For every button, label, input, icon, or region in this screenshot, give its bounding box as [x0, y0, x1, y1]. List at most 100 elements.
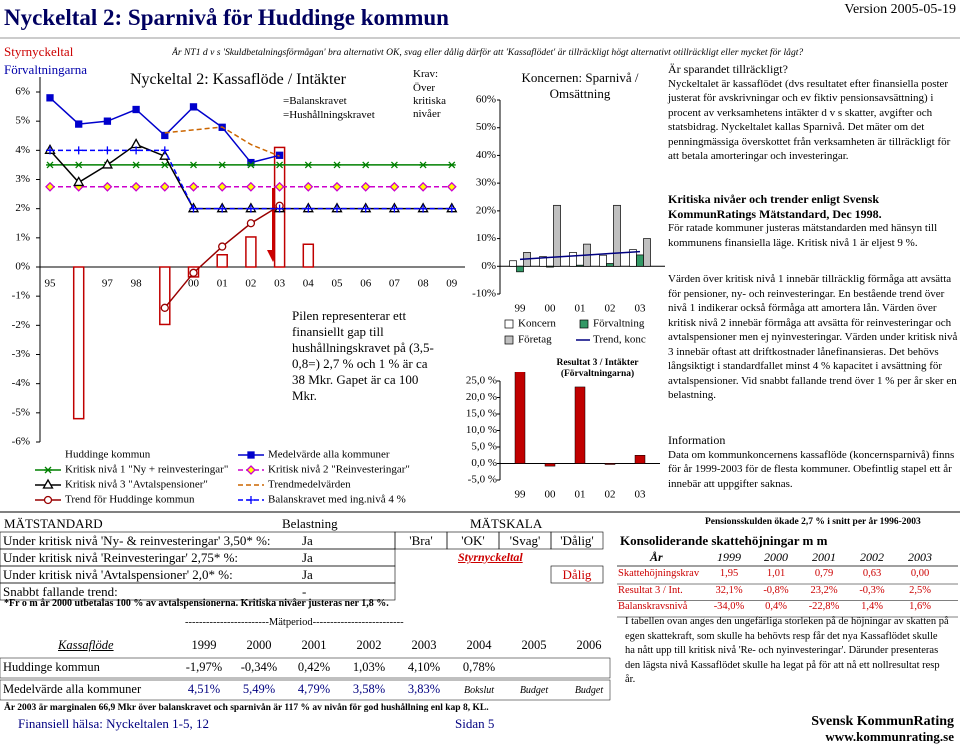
y-tick-label: 1% — [15, 231, 30, 243]
footer-org: Svensk KommunRating — [811, 714, 954, 729]
legend-swatch — [504, 319, 514, 329]
bar — [509, 260, 517, 267]
version: Version 2005-05-19 — [844, 2, 956, 17]
table-cell: -1,97% — [185, 660, 223, 674]
bar — [574, 386, 586, 464]
marker — [44, 466, 52, 474]
table-cell: Snabbt fallande trend: — [3, 584, 118, 599]
table-header: 2005 — [521, 638, 547, 652]
bar — [604, 463, 616, 465]
legend-label: Förvaltning — [593, 318, 645, 330]
legend-label: Medelvärde alla kommuner — [268, 449, 390, 461]
marker — [218, 242, 227, 251]
table-cell: 0,78% — [462, 660, 496, 674]
y-tick-label: -3% — [12, 348, 30, 360]
marker — [103, 146, 112, 155]
table-header: 2002 — [356, 638, 382, 652]
table-cell: Ja — [302, 567, 313, 582]
group-label: Förvaltningarna — [4, 62, 88, 77]
scale-result-cell — [550, 565, 604, 584]
marker — [46, 146, 54, 155]
table-cell: Budget — [574, 685, 604, 696]
info-heading: Information — [668, 433, 726, 447]
scale-cell — [550, 531, 604, 550]
bar — [72, 266, 85, 420]
marker — [418, 181, 429, 192]
info-block: Information Data om kommunkoncernens kass… — [668, 433, 958, 491]
x-tick-label: 08 — [418, 278, 430, 290]
table-header: Kassaflöde — [58, 638, 114, 652]
x-tick-label: 09 — [446, 278, 458, 290]
table-cell: Ja — [302, 533, 313, 548]
scale-title: MÄTSKALA — [470, 516, 543, 531]
table-cell: -0,34% — [240, 660, 278, 674]
marker — [275, 204, 284, 213]
series-line — [164, 126, 280, 157]
bar — [553, 204, 561, 267]
marker — [275, 161, 284, 169]
table-header: 2003 — [908, 550, 932, 564]
marker — [246, 465, 256, 475]
scale-level: 'Dålig' — [560, 533, 594, 548]
x-tick-label: 95 — [45, 278, 57, 290]
table-header: 2002 — [860, 550, 884, 564]
y-tick-label: 5,0 % — [471, 441, 497, 453]
table-cell: 2,5% — [909, 584, 931, 596]
info-text: Data om kommunkoncernens kassaflöde (kon… — [668, 448, 955, 490]
table-cell: Under kritisk nivå 'Avtalspensioner' 2,0… — [3, 567, 233, 582]
table-row — [0, 582, 396, 601]
scale-result: Dålig — [562, 567, 592, 582]
table-column: Belastning — [282, 516, 338, 531]
y-tick-label: -10% — [472, 288, 496, 300]
x-tick-label: 99 — [515, 303, 527, 315]
y-tick-label: 10% — [476, 232, 496, 244]
table-cell: 0,79 — [814, 568, 834, 579]
bar — [606, 263, 614, 267]
bar — [514, 372, 526, 464]
table-note: *Fr o m år 2000 utbetalas 100 % av avtal… — [4, 598, 389, 609]
marker — [189, 161, 198, 169]
krav-text: Över kritiska nivåer — [413, 82, 446, 120]
marker — [189, 268, 198, 277]
footer-center: Sidan 5 — [455, 716, 495, 731]
marker — [275, 151, 284, 159]
x-tick-label: 02 — [605, 489, 616, 501]
marker — [160, 161, 169, 169]
x-tick-label: 01 — [575, 303, 586, 315]
legend-swatch — [579, 319, 589, 329]
hushallning-label: =Hushållningskravet — [283, 109, 375, 121]
table-cell: 32,1% — [715, 584, 743, 596]
marker — [361, 204, 370, 213]
marker — [102, 181, 113, 192]
y-tick-label: 30% — [476, 177, 496, 189]
marker — [103, 117, 112, 125]
marker — [360, 181, 371, 192]
marker — [245, 181, 256, 192]
table-header: 1999 — [191, 638, 217, 652]
footer-url: www.kommunrating.se — [825, 729, 954, 744]
footer-left: Finansiell hälsa: Nyckeltalen 1-5, 12 — [18, 716, 209, 731]
x-tick-label: 02 — [245, 278, 256, 290]
marker — [160, 146, 169, 155]
marker — [160, 303, 169, 312]
legend-label: Trend för Huddinge kommun — [65, 494, 195, 506]
legend-swatch — [504, 335, 514, 345]
table-row — [0, 679, 611, 701]
marker — [390, 204, 399, 213]
y-tick-label: 5% — [15, 115, 30, 127]
marker — [132, 146, 141, 155]
table-cell: 3,58% — [352, 682, 386, 696]
y-tick-label: -2% — [12, 319, 30, 331]
marker — [419, 204, 428, 213]
y-tick-label: 0,0 % — [471, 457, 497, 469]
info-heading: Är sparandet tillräckligt? — [668, 62, 788, 76]
marker — [304, 204, 313, 213]
table-cell: 1,01 — [766, 568, 786, 579]
marker — [246, 204, 255, 213]
y-tick-label: -6% — [12, 436, 30, 448]
marker — [130, 138, 142, 149]
x-tick-label: 00 — [545, 489, 557, 501]
y-tick-label: -5% — [12, 406, 30, 418]
